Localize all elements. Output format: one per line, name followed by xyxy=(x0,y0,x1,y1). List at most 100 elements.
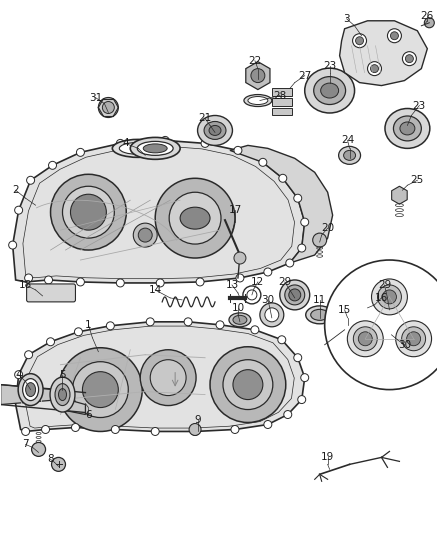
Ellipse shape xyxy=(143,144,167,153)
Ellipse shape xyxy=(306,306,334,324)
Text: 29: 29 xyxy=(278,277,291,287)
Circle shape xyxy=(52,457,66,471)
Circle shape xyxy=(14,370,23,378)
Ellipse shape xyxy=(55,384,70,406)
Text: 20: 20 xyxy=(321,223,334,233)
Circle shape xyxy=(184,318,192,326)
Text: 18: 18 xyxy=(19,280,32,290)
Circle shape xyxy=(265,308,279,322)
Circle shape xyxy=(233,370,263,400)
Text: 9: 9 xyxy=(195,415,201,424)
Ellipse shape xyxy=(204,122,226,140)
Circle shape xyxy=(353,34,367,47)
Circle shape xyxy=(210,347,286,423)
Ellipse shape xyxy=(119,142,157,155)
Circle shape xyxy=(347,321,383,357)
Circle shape xyxy=(382,290,396,304)
Circle shape xyxy=(111,425,119,433)
Text: 13: 13 xyxy=(225,280,239,290)
Text: 28: 28 xyxy=(273,91,286,101)
Ellipse shape xyxy=(209,125,221,135)
Text: 22: 22 xyxy=(248,55,261,66)
Circle shape xyxy=(140,350,196,406)
Ellipse shape xyxy=(343,150,356,160)
Circle shape xyxy=(99,98,118,117)
Circle shape xyxy=(294,354,302,362)
Circle shape xyxy=(106,322,114,330)
Circle shape xyxy=(298,244,306,252)
Circle shape xyxy=(216,321,224,329)
Polygon shape xyxy=(246,62,270,90)
Ellipse shape xyxy=(285,285,305,305)
Text: 24: 24 xyxy=(341,135,354,146)
Ellipse shape xyxy=(233,316,247,324)
Circle shape xyxy=(82,372,118,408)
Circle shape xyxy=(236,274,244,282)
Circle shape xyxy=(21,427,30,435)
Circle shape xyxy=(72,362,128,417)
Polygon shape xyxy=(1,385,85,415)
Circle shape xyxy=(251,69,265,83)
Circle shape xyxy=(32,442,46,456)
Text: 7: 7 xyxy=(22,439,29,449)
Ellipse shape xyxy=(130,138,180,159)
Ellipse shape xyxy=(385,109,430,148)
FancyBboxPatch shape xyxy=(27,284,75,302)
Polygon shape xyxy=(16,322,305,432)
Circle shape xyxy=(117,279,124,287)
Ellipse shape xyxy=(305,68,355,113)
Circle shape xyxy=(49,161,57,169)
Circle shape xyxy=(388,29,401,43)
Text: 4: 4 xyxy=(15,370,22,379)
Ellipse shape xyxy=(229,313,251,327)
Circle shape xyxy=(301,374,309,382)
Circle shape xyxy=(146,318,154,326)
Text: 3: 3 xyxy=(343,14,350,24)
Circle shape xyxy=(196,278,204,286)
Circle shape xyxy=(150,360,186,395)
Ellipse shape xyxy=(198,116,233,146)
Ellipse shape xyxy=(393,116,421,141)
Circle shape xyxy=(191,427,199,435)
Circle shape xyxy=(231,425,239,433)
Text: 17: 17 xyxy=(228,205,242,215)
Ellipse shape xyxy=(18,374,43,406)
Circle shape xyxy=(259,158,267,166)
Ellipse shape xyxy=(311,309,328,320)
Circle shape xyxy=(298,395,306,403)
Circle shape xyxy=(14,206,23,214)
Circle shape xyxy=(371,279,407,315)
Circle shape xyxy=(301,218,309,226)
Text: 30: 30 xyxy=(261,295,275,305)
Circle shape xyxy=(201,140,209,148)
Circle shape xyxy=(406,55,413,63)
Text: 10: 10 xyxy=(231,303,244,313)
Text: 26: 26 xyxy=(421,11,434,21)
Circle shape xyxy=(286,259,294,267)
Circle shape xyxy=(264,421,272,429)
Text: 5: 5 xyxy=(59,370,66,379)
Text: 6: 6 xyxy=(85,409,92,419)
Ellipse shape xyxy=(248,96,268,104)
Circle shape xyxy=(27,176,35,184)
Ellipse shape xyxy=(25,383,35,397)
Text: 11: 11 xyxy=(313,295,326,305)
Circle shape xyxy=(294,194,302,202)
Text: 23: 23 xyxy=(413,101,426,110)
Circle shape xyxy=(46,338,54,346)
Ellipse shape xyxy=(244,94,272,107)
Ellipse shape xyxy=(314,77,346,104)
Text: 19: 19 xyxy=(321,453,334,463)
Circle shape xyxy=(251,326,259,334)
Circle shape xyxy=(358,332,372,346)
Circle shape xyxy=(234,147,242,155)
Circle shape xyxy=(325,260,438,390)
Text: 4: 4 xyxy=(122,139,129,148)
Text: 14: 14 xyxy=(148,285,162,295)
Text: 15: 15 xyxy=(338,305,351,315)
Circle shape xyxy=(138,228,152,242)
Circle shape xyxy=(390,32,399,40)
Circle shape xyxy=(361,307,367,313)
Circle shape xyxy=(155,178,235,258)
Circle shape xyxy=(133,223,157,247)
